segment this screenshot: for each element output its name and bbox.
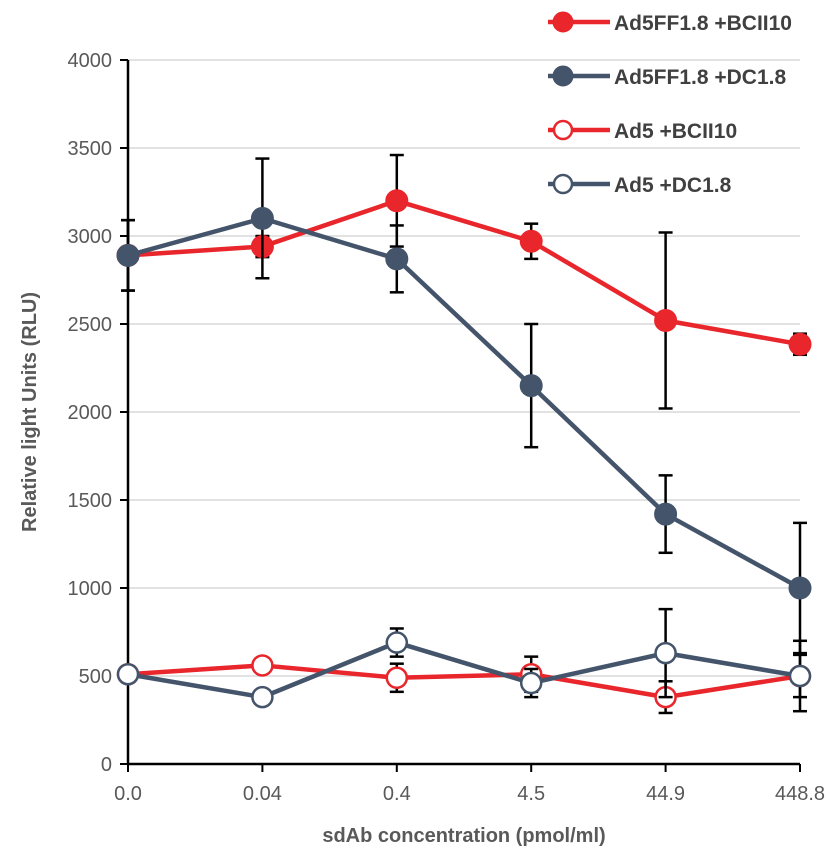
legend-label: Ad5 +BCII10 <box>614 120 737 143</box>
legend-item-3: Ad5 +BCII10 <box>548 119 737 143</box>
legend: Ad5FF1.8 +BCII10 Ad5FF1.8 +DC1.8 Ad5 +BCII… <box>548 11 792 197</box>
data-point <box>385 189 409 213</box>
legend-label: Ad5 +DC1.8 <box>614 174 732 197</box>
data-point <box>788 664 812 688</box>
axes: 0 500 1000 1500 2000 2500 3000 3500 4000 0.0 0.04 0… <box>68 50 826 805</box>
y-tick-label: 2500 <box>68 314 113 336</box>
data-point <box>251 654 274 677</box>
series-group <box>116 153 812 715</box>
legend-label: Ad5FF1.8 +DC1.8 <box>614 66 786 89</box>
data-point <box>654 502 678 526</box>
y-tick-label: 500 <box>79 666 112 688</box>
data-point <box>385 247 409 271</box>
y-tick-label: 1500 <box>68 490 113 512</box>
legend-swatch-marker <box>552 65 574 87</box>
legend-swatch-marker <box>552 11 574 33</box>
legend-label: Ad5FF1.8 +BCII10 <box>614 12 792 35</box>
legend-item-1: Ad5FF1.8 +BCII10 <box>548 11 792 35</box>
series-2 <box>116 157 812 655</box>
y-tick-label: 3500 <box>68 138 113 160</box>
data-point <box>519 671 543 695</box>
series-4 <box>116 607 812 713</box>
data-point <box>116 662 140 686</box>
y-tick-label: 4000 <box>68 50 113 72</box>
data-point <box>385 631 409 654</box>
legend-swatch-marker <box>552 119 574 141</box>
series-line <box>127 640 801 700</box>
data-point <box>519 229 543 253</box>
series-line <box>127 216 802 590</box>
data-point <box>788 576 812 600</box>
data-point <box>251 685 274 709</box>
series-line <box>127 663 801 700</box>
x-axis-title: sdAb concentration (pmol/ml) <box>322 825 605 847</box>
data-point <box>654 641 677 665</box>
x-tick-label: 0.04 <box>243 783 282 805</box>
x-tick-label: 4.5 <box>517 783 545 805</box>
legend-item-2: Ad5FF1.8 +DC1.8 <box>548 65 786 89</box>
legend-swatch-marker <box>552 173 574 195</box>
x-tick-label: 44.9 <box>646 783 685 805</box>
data-point <box>385 666 409 690</box>
y-axis-title: Relative light Units (RLU) <box>19 292 41 532</box>
data-point <box>519 374 543 398</box>
x-tick-label: 0.4 <box>383 783 411 805</box>
y-tick-label: 1000 <box>68 578 113 600</box>
y-tick-label: 2000 <box>68 402 113 424</box>
data-point <box>654 308 678 332</box>
data-point <box>788 332 812 356</box>
data-point <box>116 243 140 267</box>
gridlines <box>128 59 800 677</box>
y-tick-label: 0 <box>101 754 112 776</box>
legend-item-4: Ad5 +DC1.8 <box>548 173 732 197</box>
y-tick-label: 3000 <box>68 226 113 248</box>
series-line <box>127 198 801 347</box>
x-tick-label: 448.8 <box>775 783 825 805</box>
data-point <box>250 206 274 230</box>
x-tick-label: 0.0 <box>114 783 142 805</box>
